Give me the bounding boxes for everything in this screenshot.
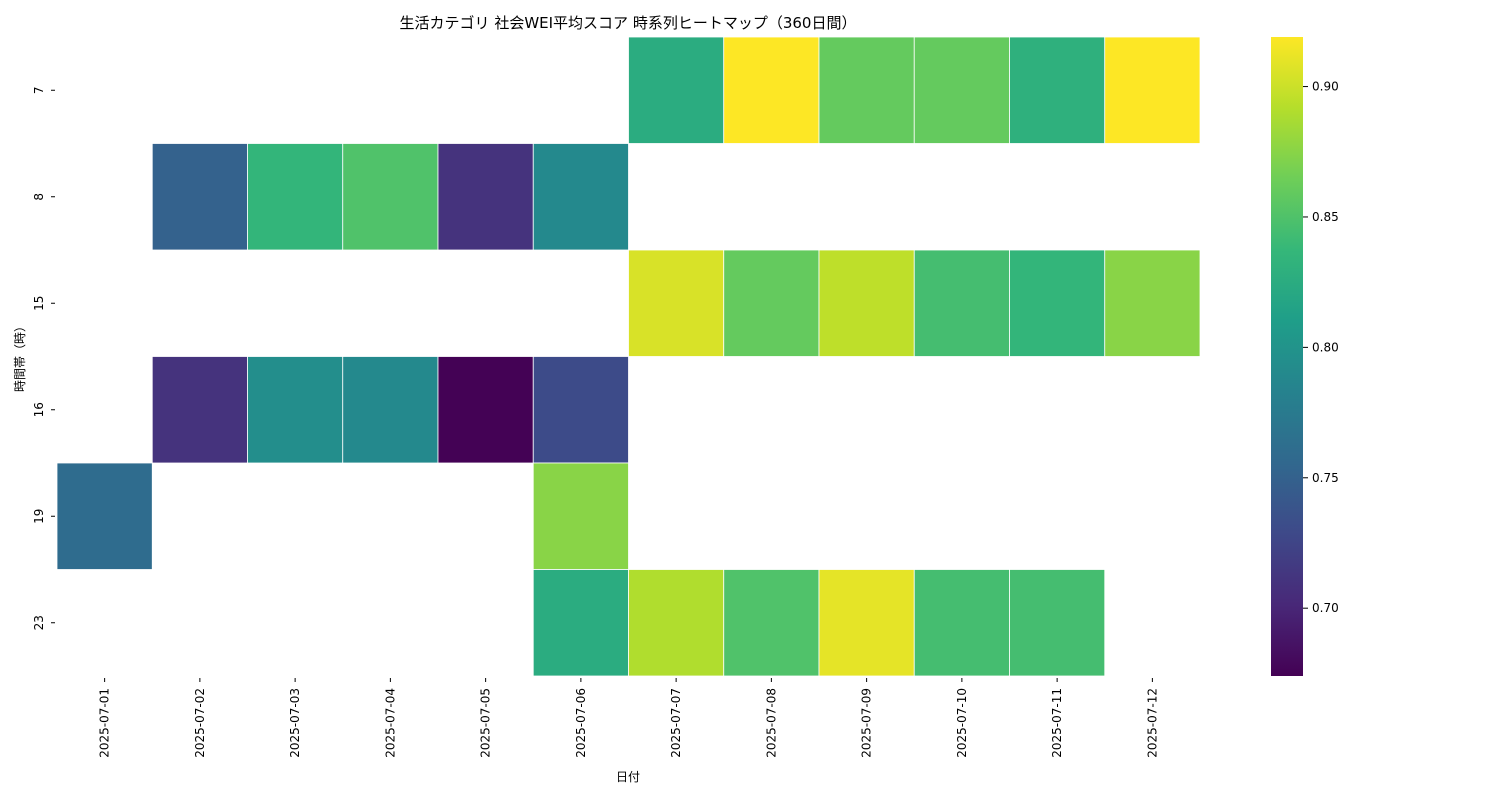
heatmap-cell <box>532 143 629 251</box>
y-tick-label: 8 <box>32 193 46 201</box>
colorbar-tick-label: 0.70 <box>1312 601 1339 615</box>
heatmap-cell <box>818 569 915 677</box>
heatmap-cell <box>437 356 534 464</box>
heatmap-cell <box>247 356 344 464</box>
x-tick-label: 2025-07-07 <box>669 688 683 758</box>
y-axis-label: 時間帯（時） <box>13 320 27 392</box>
colorbar-tick-label: 0.85 <box>1312 210 1339 224</box>
heatmap-cell <box>532 356 629 464</box>
chart-title: 生活カテゴリ 社会WEI平均スコア 時系列ヒートマップ（360日間） <box>400 14 857 32</box>
heatmap-cell <box>342 356 439 464</box>
x-tick-label: 2025-07-05 <box>479 688 493 758</box>
heatmap-cell <box>532 462 629 570</box>
colorbar-ticks: 0.70 0.75 0.80 0.85 0.90 <box>1303 80 1339 615</box>
heatmap-cell <box>1009 569 1106 677</box>
heatmap-cell <box>1009 36 1106 144</box>
heatmap-cell <box>1009 249 1106 357</box>
y-tick-label: 19 <box>32 509 46 524</box>
colorbar-tick-label: 0.80 <box>1312 340 1339 354</box>
heatmap-cell <box>723 569 820 677</box>
heatmap-cell <box>1104 249 1201 357</box>
heatmap-cell <box>342 143 439 251</box>
heatmap-cell <box>56 462 153 570</box>
heatmap-cell <box>151 356 248 464</box>
heatmap-cell <box>818 249 915 357</box>
x-tick-label: 2025-07-12 <box>1145 688 1159 758</box>
x-tick-label: 2025-07-03 <box>288 688 302 758</box>
heatmap-cell <box>1104 36 1201 144</box>
x-tick-label: 2025-07-04 <box>383 688 397 758</box>
heatmap-cells <box>56 36 1201 677</box>
heatmap-cell <box>913 249 1010 357</box>
heatmap-cell <box>628 36 725 144</box>
x-tick-label: 2025-07-11 <box>1050 688 1064 758</box>
heatmap-cell <box>723 36 820 144</box>
heatmap-cell <box>532 569 629 677</box>
heatmap-cell <box>628 249 725 357</box>
x-tick-label: 2025-07-09 <box>860 688 874 758</box>
heatmap-cell <box>151 143 248 251</box>
heatmap-cell <box>628 569 725 677</box>
x-tick-label: 2025-07-02 <box>193 688 207 758</box>
colorbar <box>1271 37 1303 676</box>
x-axis: 2025-07-01 2025-07-02 2025-07-03 2025-07-04… <box>98 678 1159 758</box>
x-axis-label: 日付 <box>616 770 640 784</box>
y-axis: 7 8 15 16 19 23 <box>32 86 55 630</box>
x-tick-label: 2025-07-01 <box>98 688 112 758</box>
heatmap-cell <box>913 36 1010 144</box>
x-tick-label: 2025-07-08 <box>764 688 778 758</box>
colorbar-tick-label: 0.75 <box>1312 471 1339 485</box>
heatmap-cell <box>818 36 915 144</box>
heatmap-cell <box>437 143 534 251</box>
heatmap-cell <box>723 249 820 357</box>
colorbar-tick-label: 0.90 <box>1312 80 1339 94</box>
heatmap-cell <box>247 143 344 251</box>
y-tick-label: 7 <box>32 86 46 94</box>
y-tick-label: 15 <box>32 296 46 311</box>
x-tick-label: 2025-07-10 <box>955 688 969 758</box>
x-tick-label: 2025-07-06 <box>574 688 588 758</box>
heatmap-cell <box>913 569 1010 677</box>
y-tick-label: 16 <box>32 402 46 417</box>
y-tick-label: 23 <box>32 615 46 630</box>
